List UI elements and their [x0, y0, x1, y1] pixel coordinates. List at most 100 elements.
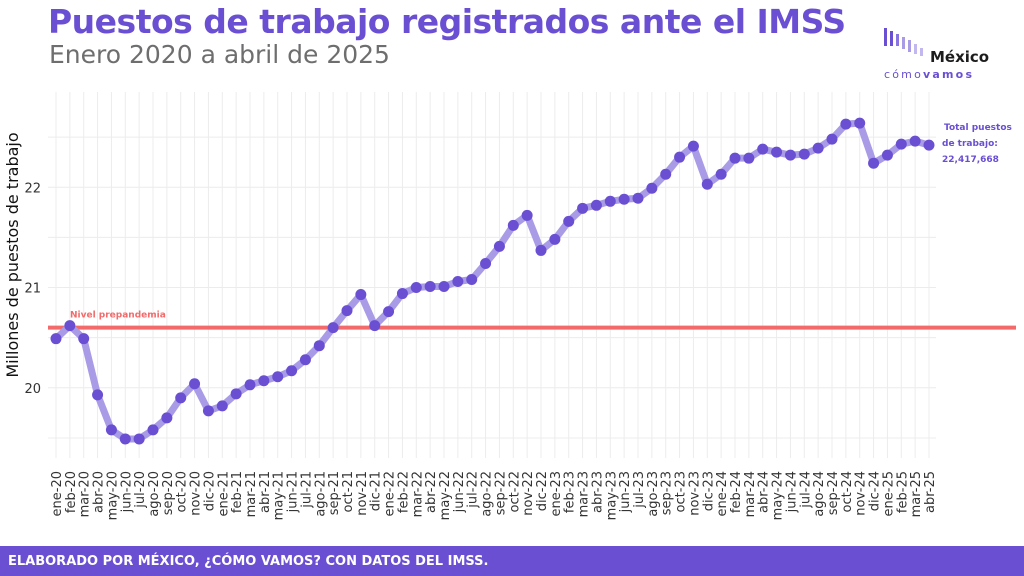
end-annotation-group: Total puestos de trabajo: 22,417,668 [942, 123, 1012, 165]
data-point [743, 152, 755, 164]
data-point [189, 378, 201, 390]
x-tick-label: jun-23 [618, 471, 633, 513]
x-tick-label: mar-20 [78, 471, 93, 517]
data-point [424, 281, 436, 293]
data-point [826, 133, 838, 145]
x-tick-label: mar-23 [577, 471, 592, 517]
x-tick-label: nov-20 [189, 471, 204, 516]
logo-sub-bold: vamos [923, 68, 975, 81]
mexico-como-vamos-logo: México cómovamos [882, 28, 1007, 84]
data-point [674, 151, 686, 163]
data-point [909, 135, 921, 147]
x-tick-label: oct-24 [840, 471, 855, 512]
x-tick-label: jun-22 [452, 471, 467, 513]
x-tick-label: mar-22 [410, 471, 425, 517]
data-point [119, 433, 131, 445]
data-point [784, 149, 796, 161]
data-point [715, 168, 727, 180]
series-group [50, 117, 935, 445]
x-tick-label: jun-24 [784, 471, 799, 513]
data-point [632, 192, 644, 204]
data-point [563, 215, 575, 227]
x-tick-label: may-21 [272, 471, 287, 520]
data-point [923, 139, 935, 151]
x-tick-label: mar-21 [244, 471, 259, 517]
chart-subtitle: Enero 2020 a abril de 2025 [49, 40, 390, 69]
logo-sub-light: cómo [884, 68, 924, 81]
data-point [881, 149, 893, 161]
data-point [618, 193, 630, 205]
x-tick-label: nov-23 [687, 471, 702, 516]
data-point [78, 333, 90, 345]
x-tick-label: sep-23 [660, 471, 675, 515]
x-tick-label: ene-20 [50, 471, 65, 516]
x-tick-label: oct-22 [507, 471, 522, 512]
data-point [812, 142, 824, 154]
x-tick-label: nov-21 [355, 471, 370, 516]
x-tick-label: jul-24 [798, 471, 813, 509]
x-tick-label: feb-24 [729, 471, 744, 513]
x-tick-label: dic-24 [868, 471, 883, 511]
x-tick-label: mar-25 [909, 471, 924, 517]
data-point [895, 138, 907, 150]
x-tick-label: ene-23 [549, 471, 564, 516]
data-point [798, 148, 810, 160]
data-point [244, 379, 256, 391]
data-point [92, 389, 104, 401]
data-point [701, 178, 713, 190]
x-tick-label: ago-22 [480, 471, 495, 517]
x-tick-label: feb-21 [230, 471, 245, 513]
data-point [133, 433, 145, 445]
x-tick-label: jul-22 [466, 471, 481, 509]
data-point [161, 412, 173, 424]
data-point [258, 375, 270, 387]
data-point [216, 400, 228, 412]
data-point [521, 209, 533, 221]
reference-line-label: Nivel prepandemia [70, 311, 166, 321]
data-point [299, 354, 311, 366]
x-tick-label: jun-20 [119, 471, 134, 513]
x-tick-label: abr-25 [923, 471, 938, 513]
y-axis-ticks: 20 21 22 [24, 181, 41, 397]
x-tick-label: sep-21 [327, 471, 342, 515]
data-point [202, 405, 214, 417]
x-tick-label: sep-24 [826, 471, 841, 515]
logo-name: México [930, 48, 990, 66]
data-point [854, 117, 866, 129]
x-tick-label: abr-21 [258, 471, 273, 513]
data-point [438, 281, 450, 293]
data-point [868, 157, 880, 169]
data-point [64, 320, 76, 332]
x-tick-label: dic-21 [369, 471, 384, 511]
data-point [480, 257, 492, 269]
x-tick-label: oct-23 [674, 471, 689, 512]
x-tick-label: feb-22 [396, 471, 411, 513]
x-tick-label: ene-22 [383, 471, 398, 516]
x-axis-ticks: ene-20feb-20mar-20abr-20may-20jun-20jul-… [50, 471, 938, 520]
data-point [840, 118, 852, 130]
x-tick-label: abr-24 [757, 471, 772, 513]
x-tick-label: feb-25 [895, 471, 910, 513]
data-point [604, 195, 616, 207]
data-point [646, 182, 658, 194]
data-point [147, 424, 159, 436]
x-tick-label: feb-20 [64, 471, 79, 513]
data-point [771, 146, 783, 158]
x-tick-label: feb-23 [563, 471, 578, 513]
x-tick-label: jul-21 [299, 471, 314, 509]
x-tick-label: jul-20 [133, 471, 148, 509]
chart-grid [48, 92, 936, 458]
data-point [175, 392, 187, 404]
data-point [341, 305, 353, 317]
footer-bar: ELABORADO POR MÉXICO, ¿CÓMO VAMOS? CON D… [0, 546, 1024, 576]
data-point [286, 365, 298, 377]
x-tick-label: abr-22 [424, 471, 439, 513]
x-tick-label: mar-24 [743, 471, 758, 517]
y-tick-label: 22 [24, 181, 41, 196]
data-point [507, 219, 519, 231]
x-tick-label: nov-24 [854, 471, 869, 516]
x-tick-label: may-23 [604, 471, 619, 520]
data-point [466, 274, 478, 286]
data-point [590, 199, 602, 211]
data-point [729, 152, 741, 164]
